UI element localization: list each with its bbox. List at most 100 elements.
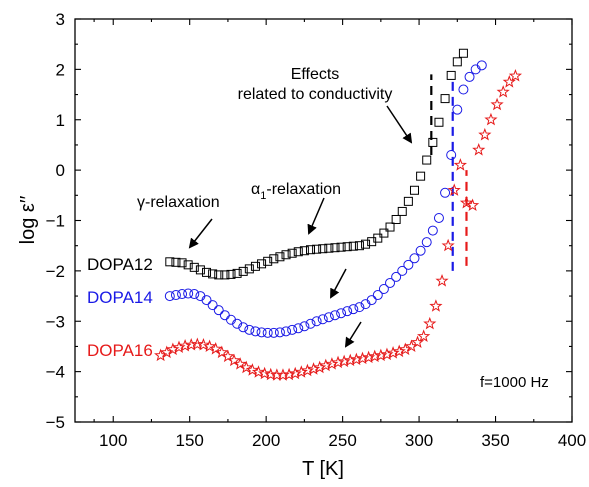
- data-point: [336, 308, 347, 319]
- data-point: [343, 353, 357, 367]
- data-point: [221, 349, 235, 363]
- data-point: [409, 185, 419, 195]
- data-point: [276, 368, 290, 381]
- data-point: [177, 258, 187, 268]
- data-point: [324, 243, 334, 253]
- data-point: [349, 352, 363, 366]
- x-tick-label: 400: [558, 431, 586, 450]
- data-point: [403, 259, 414, 270]
- data-point: [331, 355, 345, 369]
- x-tick-label: 250: [328, 431, 356, 450]
- data-point: [391, 271, 402, 282]
- data-point: [288, 366, 302, 380]
- effects-annotation-line1: Effects: [291, 66, 340, 83]
- data-point: [209, 342, 223, 355]
- data-point: [208, 269, 218, 279]
- gamma-annotation: γ-relaxation: [137, 194, 220, 211]
- data-point: [256, 327, 267, 338]
- alpha-suffix: -relaxation: [266, 181, 341, 198]
- series-dopa16: [154, 68, 523, 381]
- data-point: [287, 248, 297, 258]
- dopa14-arrow: [330, 268, 347, 299]
- data-point: [348, 241, 358, 251]
- data-point: [458, 48, 468, 58]
- data-point: [225, 314, 236, 325]
- data-point: [287, 324, 298, 335]
- data-point: [452, 104, 463, 115]
- data-point: [312, 244, 322, 254]
- data-point: [215, 345, 229, 359]
- data-point: [415, 245, 426, 256]
- data-point: [207, 300, 218, 311]
- data-point: [184, 337, 198, 351]
- data-point: [293, 247, 303, 257]
- data-point: [496, 85, 510, 98]
- data-point: [311, 316, 322, 327]
- data-point: [238, 322, 249, 333]
- data-point: [232, 268, 242, 278]
- data-point: [244, 264, 254, 274]
- series-dopa14: [164, 60, 487, 338]
- data-point: [361, 239, 371, 249]
- data-point: [226, 269, 236, 279]
- alpha-annotation: α1-relaxation: [251, 181, 341, 202]
- data-point: [171, 257, 181, 267]
- data-point: [427, 225, 438, 236]
- data-point: [447, 183, 461, 196]
- data-point: [429, 299, 443, 312]
- data-point: [172, 340, 186, 354]
- data-point: [214, 270, 224, 280]
- data-point: [323, 312, 334, 323]
- data-point: [274, 327, 285, 338]
- data-point: [440, 94, 450, 104]
- effects-arrow: [386, 105, 413, 144]
- data-point: [453, 158, 467, 171]
- data-point: [416, 171, 426, 181]
- data-point: [373, 233, 383, 243]
- data-point: [362, 350, 376, 364]
- data-point: [459, 195, 474, 209]
- data-point: [305, 318, 316, 329]
- data-point: [183, 260, 193, 270]
- x-axis-title: T [K]: [302, 458, 344, 480]
- effects-annotation-line2: related to conductivity: [238, 86, 393, 103]
- y-tick-label: 1: [56, 111, 65, 130]
- x-tick-label: 350: [481, 431, 509, 450]
- y-tick-label: −2: [46, 262, 65, 281]
- data-point: [244, 324, 255, 335]
- data-point: [423, 316, 437, 330]
- data-point: [258, 366, 272, 380]
- data-point: [385, 222, 395, 232]
- data-point: [177, 289, 188, 300]
- data-point: [348, 304, 359, 315]
- data-point: [342, 306, 353, 317]
- data-point: [470, 64, 481, 75]
- series-dopa12: [165, 48, 468, 280]
- data-point: [446, 150, 457, 161]
- data-point: [257, 259, 267, 269]
- data-point: [379, 228, 389, 238]
- y-tick-label: 0: [56, 161, 65, 180]
- data-point: [164, 291, 175, 302]
- gamma-arrow: [188, 218, 213, 249]
- data-point: [239, 360, 253, 374]
- dopa16-arrow: [344, 321, 362, 348]
- data-point: [318, 244, 328, 254]
- data-point: [282, 367, 296, 381]
- data-point: [299, 321, 310, 332]
- alpha-symbol: α: [251, 181, 260, 198]
- data-point: [189, 289, 200, 300]
- data-point: [378, 284, 389, 295]
- data-point: [355, 351, 370, 365]
- data-point: [472, 143, 486, 156]
- y-tick-label: 2: [56, 60, 65, 79]
- data-point: [452, 57, 462, 67]
- data-point: [213, 305, 224, 316]
- data-point: [441, 238, 455, 252]
- data-point: [165, 257, 175, 267]
- data-point: [319, 358, 333, 372]
- data-point: [385, 277, 396, 288]
- data-point: [422, 155, 432, 165]
- data-point: [227, 353, 241, 367]
- data-point: [281, 326, 292, 337]
